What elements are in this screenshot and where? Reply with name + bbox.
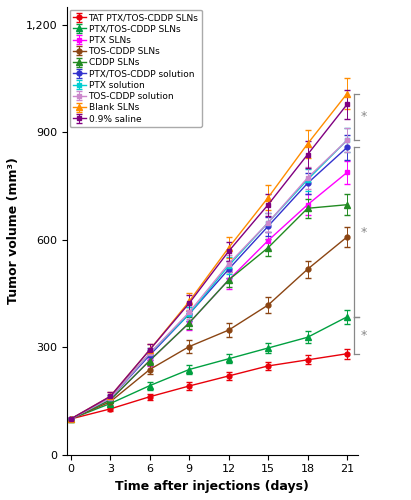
Text: *: * [361, 110, 367, 124]
X-axis label: Time after injections (days): Time after injections (days) [115, 480, 309, 493]
Text: *: * [361, 226, 367, 238]
Y-axis label: Tumor volume (mm³): Tumor volume (mm³) [7, 158, 20, 304]
Legend: TAT PTX/TOS-CDDP SLNs, PTX/TOS-CDDP SLNs, PTX SLNs, TOS-CDDP SLNs, CDDP SLNs, PT: TAT PTX/TOS-CDDP SLNs, PTX/TOS-CDDP SLNs… [69, 10, 202, 127]
Text: *: * [361, 329, 367, 342]
